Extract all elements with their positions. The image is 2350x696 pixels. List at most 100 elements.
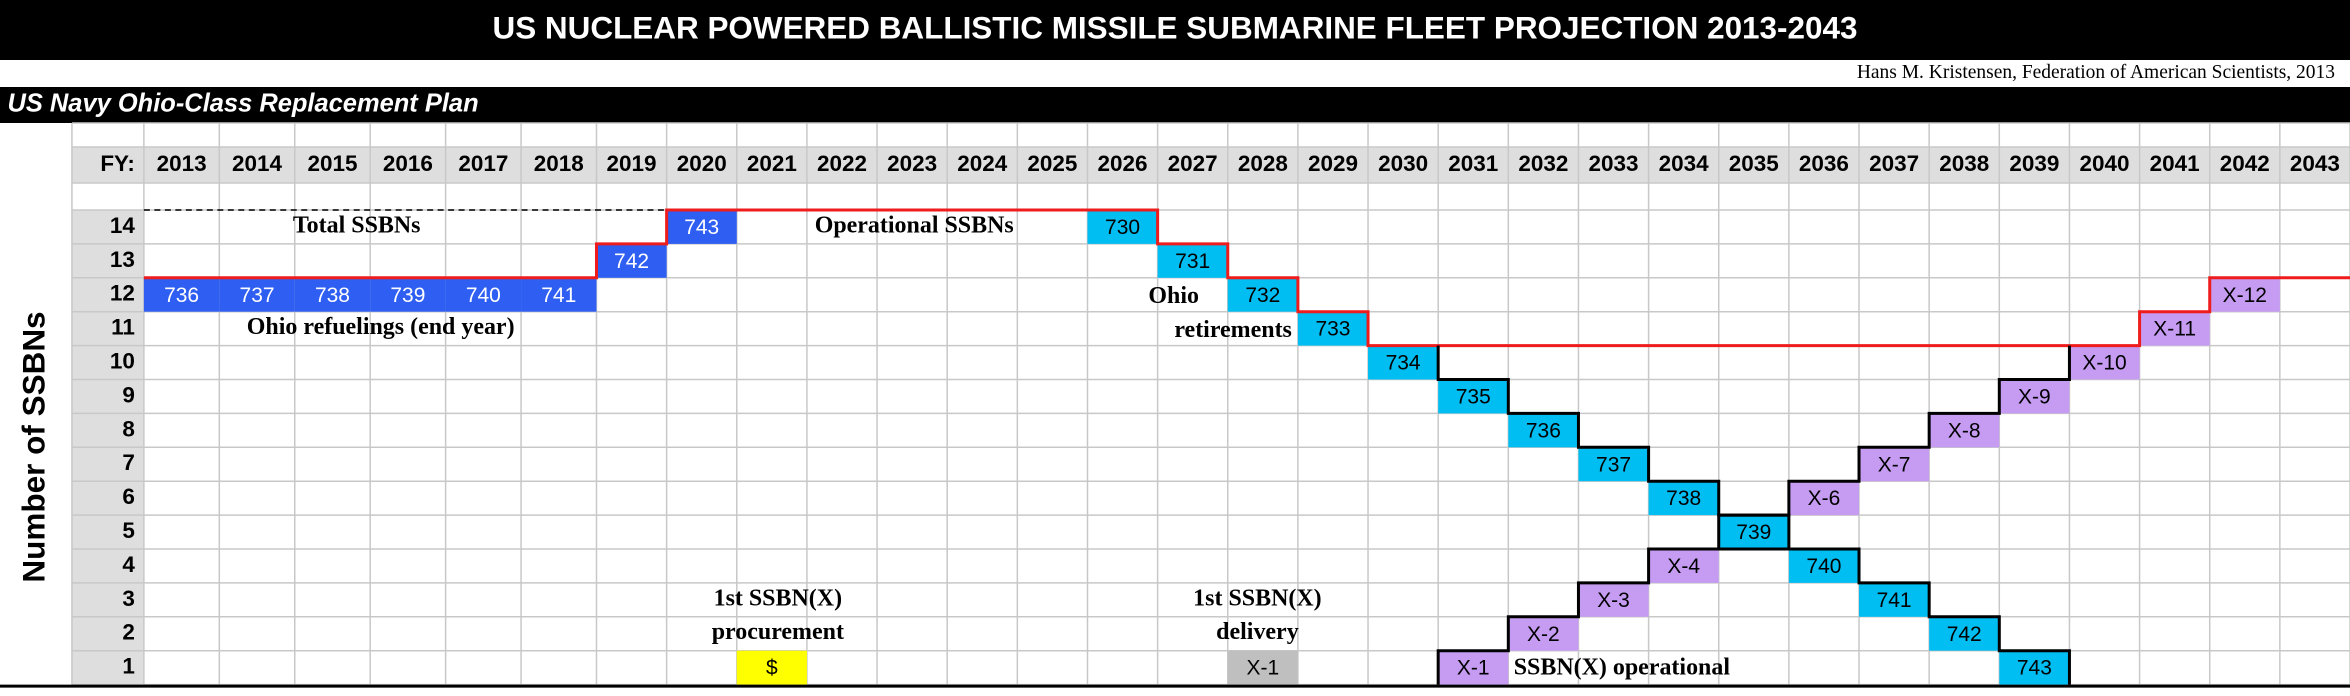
year-label: 2029 [1308,151,1358,176]
cell-label: X-1 [1457,657,1490,680]
annotation: Operational SSBNs [815,212,1014,238]
year-label: 2031 [1448,151,1498,176]
cell-label: X-2 [1527,623,1560,646]
cell-label: X-9 [2018,385,2051,408]
row-number: 9 [122,382,135,407]
fleet-cell [2069,345,2140,380]
credit: Hans M. Kristensen, Federation of Americ… [1857,62,2335,83]
year-label: 2038 [1939,151,1989,176]
y-axis-label: Number of SSBNs [16,311,51,582]
fleet-cell [1718,515,1789,549]
fleet-cell [1859,582,1930,617]
year-label: 2014 [232,151,282,176]
row-number: 2 [122,620,135,645]
lower-stair [1436,547,2071,685]
cell-label: 732 [1245,284,1280,307]
cell-label: 738 [1666,487,1701,510]
cell-label: 741 [541,284,576,307]
year-label: 2020 [677,151,727,176]
fleet-cell [1578,582,1649,617]
fleet-cell [1438,650,1509,685]
year-label: 2040 [2080,151,2130,176]
cell-label: 742 [614,250,649,273]
cell-label: 737 [1596,453,1631,476]
year-label: 2015 [307,151,357,176]
subtitle: US Navy Ohio-Class Replacement Plan [7,90,478,118]
year-label: 2037 [1869,151,1919,176]
cell-label: X-1 [1247,657,1280,680]
fleet-cell [1999,379,2070,414]
year-label: 2032 [1518,151,1568,176]
fleet-cell [1227,277,1298,312]
cell-label: 741 [1877,589,1912,612]
fleet-cell [219,277,295,312]
cell-label: X-4 [1667,555,1700,578]
annotation: 1st SSBN(X) [1193,585,1321,611]
cell-label: X-8 [1948,419,1981,442]
year-label: 2025 [1027,151,1077,176]
row-number: 11 [111,315,135,340]
fleet-cell [1508,413,1579,448]
fleet-cell [736,650,807,685]
title-bar [0,0,2350,60]
cell-label: 742 [1947,623,1982,646]
fleet-cell [1929,413,2000,448]
annotation: procurement [712,619,844,645]
year-label: 2019 [607,151,657,176]
row-number: 13 [110,247,135,272]
cell-label: 739 [1736,521,1771,544]
year-label: 2036 [1799,151,1849,176]
fleet-cell [521,277,597,312]
row-number: 12 [110,281,135,306]
fleet-cell [666,210,737,244]
fleet-cell [370,277,446,312]
fleet-cell [1648,481,1719,516]
row-number: 1 [122,654,135,679]
fleet-cell [1788,481,1860,516]
cell-label: $ [766,657,778,680]
fleet-cell [143,277,220,312]
row-number: 3 [122,586,135,611]
year-label: 2016 [383,151,433,176]
year-label: 2024 [957,151,1007,176]
fleet-cell [445,277,522,312]
cell-label: 739 [390,284,425,307]
fleet-cell [2209,277,2280,312]
fleet-cell [1227,650,1298,685]
cell-label: X-7 [1878,453,1911,476]
operational-line [143,208,2350,348]
annotation: Ohio refuelings (end year) [247,314,515,340]
mid-box [1717,513,1791,549]
year-label: 2018 [534,151,584,176]
fleet-cell [1578,447,1649,482]
year-label: 2041 [2150,151,2200,176]
row-number: 10 [110,348,135,373]
row-number: 8 [122,416,135,441]
fleet-cell [1438,379,1509,414]
row-number: 6 [122,484,135,509]
fleet-cell [294,277,371,312]
year-label: 2022 [817,151,867,176]
year-label: 2017 [458,151,508,176]
cell-label: 738 [315,284,350,307]
cell-label: X-6 [1808,487,1841,510]
annotation: retirements [1174,317,1292,343]
fleet-cell [1859,447,1930,482]
year-label: 2030 [1378,151,1428,176]
cell-label: 743 [2017,657,2052,680]
year-label: 2034 [1659,151,1709,176]
cell-label: 737 [240,284,275,307]
cell-label: X-10 [2082,352,2126,375]
annotation: SSBN(X) operational [1514,655,1731,681]
fleet-cell [1929,616,2000,651]
title: US NUCLEAR POWERED BALLISTIC MISSILE SUB… [492,10,1857,45]
year-label: 2013 [157,151,207,176]
year-label: 2035 [1729,151,1779,176]
cell-label: 736 [164,284,199,307]
annotation: Ohio [1148,283,1199,309]
cell-label: X-3 [1597,589,1630,612]
year-label: 2028 [1238,151,1288,176]
annotation: Total SSBNs [293,212,421,238]
cell-label: X-12 [2223,284,2267,307]
